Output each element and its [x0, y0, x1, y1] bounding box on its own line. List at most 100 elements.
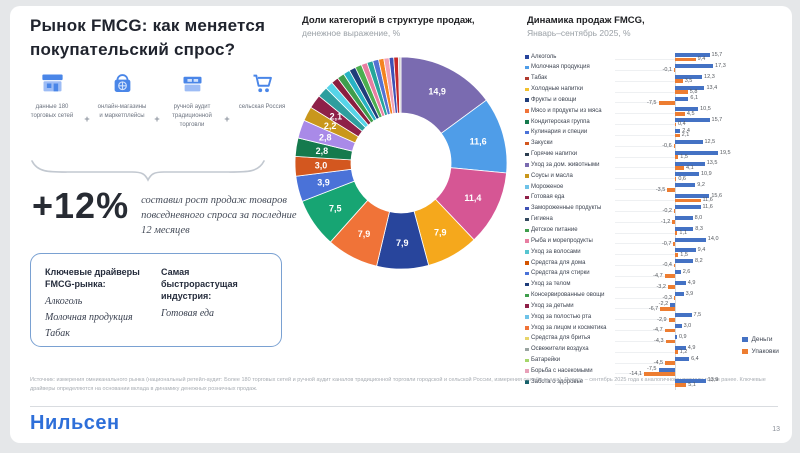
page-number: 13 — [772, 426, 780, 433]
bar — [668, 317, 675, 322]
category-label: Забота о здоровье — [531, 378, 584, 385]
bar-value-label: 5,8 — [689, 88, 698, 95]
bar-value-label: -2,2 — [658, 301, 669, 308]
donut-chart-header: Доли категорий в структуре продаж, денеж… — [302, 15, 512, 38]
donut-slice-value: 7,5 — [329, 204, 342, 214]
row-leader-line — [615, 221, 675, 223]
bar — [675, 382, 687, 387]
bar-value-label: 0,6 — [678, 175, 686, 182]
bar — [675, 85, 705, 90]
bar — [675, 345, 686, 350]
bar — [643, 372, 675, 376]
manual-audit-icon — [183, 76, 201, 92]
category-label: Соусы и масла — [531, 172, 573, 179]
category-marker — [525, 336, 529, 341]
bar-row: Алкоголь 15,7 9,4 — [525, 52, 757, 63]
category-label: Уход за волосами — [531, 248, 581, 255]
bar-value-label: -0,2 — [662, 208, 672, 215]
bar — [675, 133, 680, 138]
nielsen-logo: Нильсен — [30, 412, 120, 434]
bar-value-label: 2,4 — [682, 127, 690, 134]
bar-value-label: -4,7 — [653, 327, 663, 334]
bar — [675, 335, 677, 340]
category-marker — [525, 55, 529, 59]
category-label: Молочная продукция — [531, 64, 590, 71]
row-leader-line — [615, 254, 675, 256]
bar-value-label: -0,4 — [662, 262, 672, 269]
category-marker — [525, 250, 529, 254]
bar — [675, 356, 690, 361]
bar-value-label: -3,2 — [656, 284, 666, 291]
bar — [675, 172, 699, 177]
category-marker — [525, 120, 529, 124]
category-label: Консервированные овощи — [531, 292, 605, 299]
row-leader-line — [615, 124, 675, 126]
category-marker — [525, 369, 529, 373]
bar-value-label: 3,0 — [683, 323, 692, 330]
online-store-icon — [114, 74, 130, 92]
bar-value-label: -2,9 — [657, 316, 667, 323]
bar — [675, 350, 678, 355]
row-leader-line — [615, 243, 675, 245]
bar — [675, 280, 686, 285]
row-leader-line — [615, 199, 675, 201]
bar-value-label: 4,5 — [686, 110, 695, 117]
category-marker — [525, 152, 529, 157]
bar — [675, 53, 710, 58]
bar-value-label: 13,4 — [706, 84, 718, 91]
bar-value-label: 13,9 — [707, 377, 719, 384]
bar — [673, 241, 675, 246]
category-label: Уход за дом. животными — [531, 161, 600, 168]
category-marker — [525, 380, 529, 384]
category-label: Готовая еда — [531, 194, 565, 201]
bar-value-label: -0,1 — [662, 67, 672, 74]
donut-slice-value: 7,9 — [434, 228, 447, 238]
donut-slice-value: 2,1 — [330, 112, 343, 122]
bar-value-label: 11,6 — [702, 197, 713, 204]
category-label: Рыба и морепродукты — [531, 237, 593, 244]
bar-value-label: -0,3 — [662, 294, 672, 301]
bar — [658, 367, 675, 372]
category-marker — [525, 109, 529, 113]
bar-value-label: -0,7 — [661, 240, 672, 247]
bar-row: Табак 12,3 3,5 — [525, 74, 757, 85]
row-leader-line — [615, 308, 675, 310]
bar-value-label: 3,5 — [684, 78, 693, 85]
channel-item: данные 180 торговых сетей — [26, 70, 78, 121]
bar-row: Замороженные продукты 11,6 -0,2 — [525, 204, 757, 215]
bar-value-label: 4,9 — [687, 279, 696, 286]
money-legend-label: Деньги — [751, 336, 773, 343]
bar-row: Фрукты и овощи 6,1 -7,5 — [525, 95, 757, 106]
bar — [675, 79, 683, 84]
storefront-icon — [41, 74, 63, 92]
money-legend-swatch — [742, 336, 748, 343]
bar-row: Холодные напитки 13,4 5,8 — [525, 85, 757, 96]
category-marker — [525, 282, 529, 287]
bar — [675, 291, 684, 296]
bar-row: Молочная продукция 17,3 -0,1 — [525, 63, 757, 74]
bar-value-label: 7,5 — [693, 312, 702, 319]
bar-row: Готовая еда 15,6 11,6 — [525, 193, 757, 204]
row-leader-line — [615, 167, 675, 169]
category-label: Освежители воздуха — [531, 346, 589, 353]
bar-row: Детское питание 8,3 1,1 — [525, 226, 757, 237]
bar — [675, 129, 681, 134]
donut-slice-value: 11,4 — [464, 193, 481, 203]
bar-chart-legend: Деньги Упаковки — [742, 336, 779, 360]
bar-value-label: 10,5 — [700, 106, 711, 113]
plus-separator: + — [224, 114, 230, 124]
industry-title: Самая быстрорастущая индустрия: — [161, 267, 238, 302]
bar — [667, 285, 675, 290]
page-title: Рынок FMCG: как меняется покупательский … — [30, 16, 266, 59]
bar — [665, 361, 675, 366]
bar-row: Горячие напитки 19,5 1,5 — [525, 150, 757, 161]
donut-slice-value: 2,2 — [324, 121, 337, 131]
bar-value-label: -4,3 — [654, 338, 664, 345]
bar-value-label: 8,0 — [694, 214, 703, 221]
row-leader-line — [615, 340, 675, 342]
category-marker — [525, 217, 529, 222]
bar — [675, 90, 688, 94]
driver-item: Табак — [45, 328, 70, 340]
bar-value-label: 6,1 — [690, 95, 699, 102]
bar-value-label: 15,6 — [711, 192, 723, 199]
